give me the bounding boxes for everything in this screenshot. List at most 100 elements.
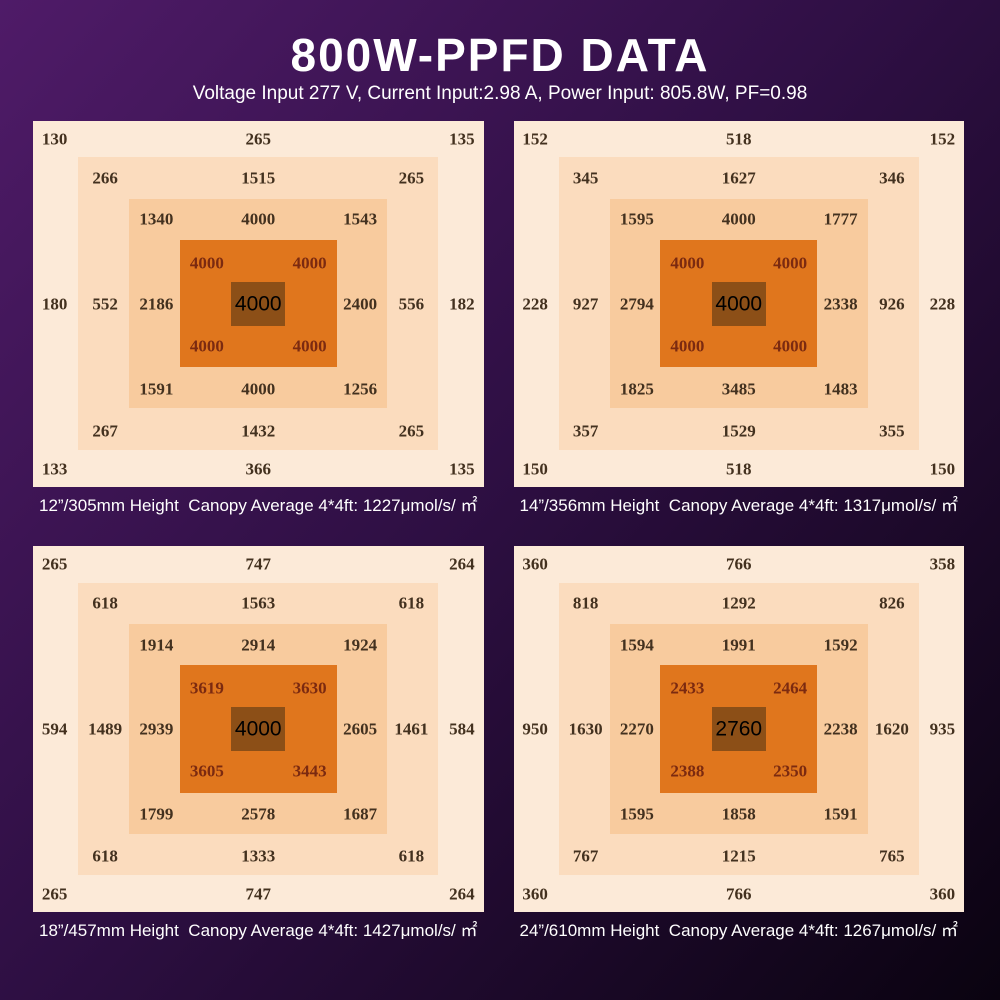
ppfd-value-ring2-tl: 618 — [92, 593, 118, 613]
ppfd-value-ring2-ml: 927 — [572, 294, 599, 314]
ppfd-value-ring3-tl: 1595 — [619, 209, 654, 229]
ppfd-value-ring2-mr: 1461 — [394, 719, 429, 739]
ppfd-value-ring2-mr: 556 — [398, 294, 425, 314]
ppfd-value-ring2-mr: 926 — [879, 294, 905, 314]
ppfd-value-inner-tl: 3619 — [189, 678, 224, 698]
ppfd-value-inner-br: 2350 — [773, 761, 808, 781]
ppfd-value-inner-tl: 2433 — [670, 678, 705, 698]
ppfd-value-ring3-tr: 1777 — [823, 209, 858, 229]
ppfd-value-inner-tl: 4000 — [189, 253, 224, 273]
ppfd-value-outer-mr: 935 — [929, 719, 956, 739]
ppfd-value-outer-ml: 950 — [522, 719, 548, 739]
ppfd-value-ring3-bl: 1799 — [139, 804, 174, 824]
ppfd-value-ring3-bl: 1591 — [139, 379, 174, 398]
ppfd-value-outer-tc: 747 — [245, 554, 272, 574]
ppfd-value-outer-tl: 152 — [522, 129, 548, 149]
ppfd-value-outer-mr: 228 — [929, 294, 956, 314]
ppfd-value-center: 4000 — [715, 292, 763, 316]
ppfd-value-ring3-br: 1591 — [823, 804, 858, 824]
ppfd-value-outer-tl: 130 — [41, 129, 68, 149]
ppfd-value-inner-tr: 2464 — [773, 678, 808, 698]
ppfd-value-inner-br: 4000 — [773, 336, 808, 356]
ppfd-value-ring3-mr: 2338 — [823, 294, 858, 314]
ppfd-value-outer-ml: 228 — [522, 294, 548, 314]
ppfd-value-outer-tr: 264 — [449, 554, 475, 574]
ppfd-value-ring2-bc: 1333 — [241, 846, 276, 866]
panel-caption: 12”/305mm Height Canopy Average 4*4ft: 1… — [39, 495, 478, 515]
ppfd-value-ring2-ml: 552 — [92, 294, 118, 314]
ppfd-value-center: 4000 — [234, 717, 282, 741]
ppfd-value-inner-bl: 4000 — [670, 336, 705, 356]
ppfd-value-outer-br: 360 — [929, 884, 956, 904]
ppfd-value-ring2-tl: 345 — [572, 168, 599, 188]
ppfd-value-inner-tr: 4000 — [773, 253, 808, 273]
ppfd-value-ring2-tl: 266 — [92, 168, 118, 188]
ppfd-value-inner-bl: 4000 — [189, 336, 224, 356]
panel-caption: 14”/356mm Height Canopy Average 4*4ft: 1… — [519, 495, 959, 515]
ppfd-value-ring3-tl: 1594 — [619, 635, 654, 655]
ppfd-value-ring3-ml: 2270 — [619, 719, 654, 739]
ppfd-value-ring3-tc: 2914 — [241, 635, 276, 655]
ppfd-value-ring2-ml: 1630 — [568, 719, 603, 739]
ppfd-value-ring2-bc: 1432 — [241, 421, 276, 441]
ppfd-value-ring2-br: 265 — [398, 421, 425, 441]
ppfd-value-ring2-tr: 618 — [398, 593, 425, 613]
ppfd-value-inner-br: 4000 — [292, 336, 327, 356]
heat-zone-center — [711, 281, 766, 326]
ppfd-value-ring2-bl: 767 — [572, 846, 599, 866]
ppfd-panel-18in: 265 747 264 594 584 265 747 264 618 1563 618 1489 14… — [33, 545, 484, 941]
ppfd-value-ring2-br: 355 — [879, 421, 905, 441]
ppfd-value-outer-tr: 152 — [929, 129, 956, 149]
ppfd-value-outer-bc: 766 — [726, 884, 752, 904]
ppfd-value-ring3-ml: 2939 — [139, 719, 174, 739]
ppfd-value-ring3-br: 1483 — [823, 379, 858, 398]
ppfd-value-ring2-bl: 267 — [92, 421, 118, 441]
panel-caption: 18”/457mm Height Canopy Average 4*4ft: 1… — [39, 920, 478, 940]
ppfd-value-outer-tc: 766 — [726, 554, 752, 574]
ppfd-heatmap: 130 265 135 180 182 133 366 135 266 1515 265 552 556… — [33, 120, 484, 487]
ppfd-value-ring2-bc: 1215 — [721, 846, 756, 866]
ppfd-value-ring2-tc: 1563 — [241, 593, 276, 613]
ppfd-value-inner-tl: 4000 — [670, 253, 705, 273]
page-title: 800W-PPFD DATA — [290, 29, 710, 81]
ppfd-value-ring3-br: 1256 — [343, 379, 378, 398]
ppfd-value-outer-tr: 358 — [929, 554, 956, 574]
ppfd-value-ring2-bl: 618 — [92, 846, 118, 866]
ppfd-value-outer-tc: 265 — [245, 129, 272, 149]
ppfd-value-ring3-tr: 1592 — [823, 635, 858, 655]
ppfd-value-ring2-mr: 1620 — [874, 719, 909, 739]
ppfd-value-ring3-mr: 2238 — [823, 719, 858, 739]
ppfd-heatmap: 265 747 264 594 584 265 747 264 618 1563 618 1489 14… — [33, 545, 484, 912]
ppfd-value-ring3-bl: 1595 — [619, 804, 654, 824]
ppfd-value-ring2-bl: 357 — [572, 421, 599, 441]
ppfd-value-ring3-bl: 1825 — [619, 379, 654, 398]
ppfd-value-ring3-mr: 2605 — [343, 719, 378, 739]
ppfd-value-outer-tr: 135 — [449, 129, 475, 149]
heat-zone-center — [231, 707, 286, 751]
ppfd-value-outer-ml: 180 — [41, 294, 68, 314]
panel-grid: 130 265 135 180 182 133 366 135 266 1515 265 552 556… — [33, 120, 964, 942]
ppfd-value-outer-bl: 133 — [41, 459, 68, 479]
ppfd-value-ring2-br: 765 — [879, 846, 905, 866]
ppfd-panel-14in: 152 518 152 228 228 150 518 150 345 1627 346 927 926… — [513, 120, 964, 516]
heat-zone-center — [711, 707, 766, 751]
ppfd-value-ring2-tl: 818 — [572, 593, 599, 613]
ppfd-value-ring3-ml: 2186 — [139, 294, 174, 314]
page-subtitle: Voltage Input 277 V, Current Input:2.98 … — [192, 82, 808, 104]
ppfd-value-ring3-ml: 2794 — [619, 294, 654, 314]
ppfd-value-outer-ml: 594 — [41, 719, 68, 739]
ppfd-value-inner-bl: 3605 — [189, 761, 224, 781]
ppfd-value-ring2-tc: 1627 — [721, 168, 756, 188]
ppfd-value-inner-bl: 2388 — [670, 761, 705, 781]
ppfd-value-outer-mr: 182 — [449, 294, 475, 314]
ppfd-value-outer-bc: 366 — [245, 459, 272, 479]
ppfd-value-ring3-tc: 4000 — [721, 209, 756, 229]
ppfd-value-ring2-tr: 826 — [879, 593, 905, 613]
ppfd-value-inner-tr: 4000 — [292, 253, 327, 273]
ppfd-value-inner-br: 3443 — [292, 761, 327, 781]
ppfd-value-outer-br: 135 — [449, 459, 475, 479]
ppfd-value-ring3-tc: 4000 — [241, 209, 276, 229]
ppfd-value-ring3-bc: 1858 — [721, 804, 756, 824]
ppfd-value-outer-br: 150 — [929, 459, 956, 479]
